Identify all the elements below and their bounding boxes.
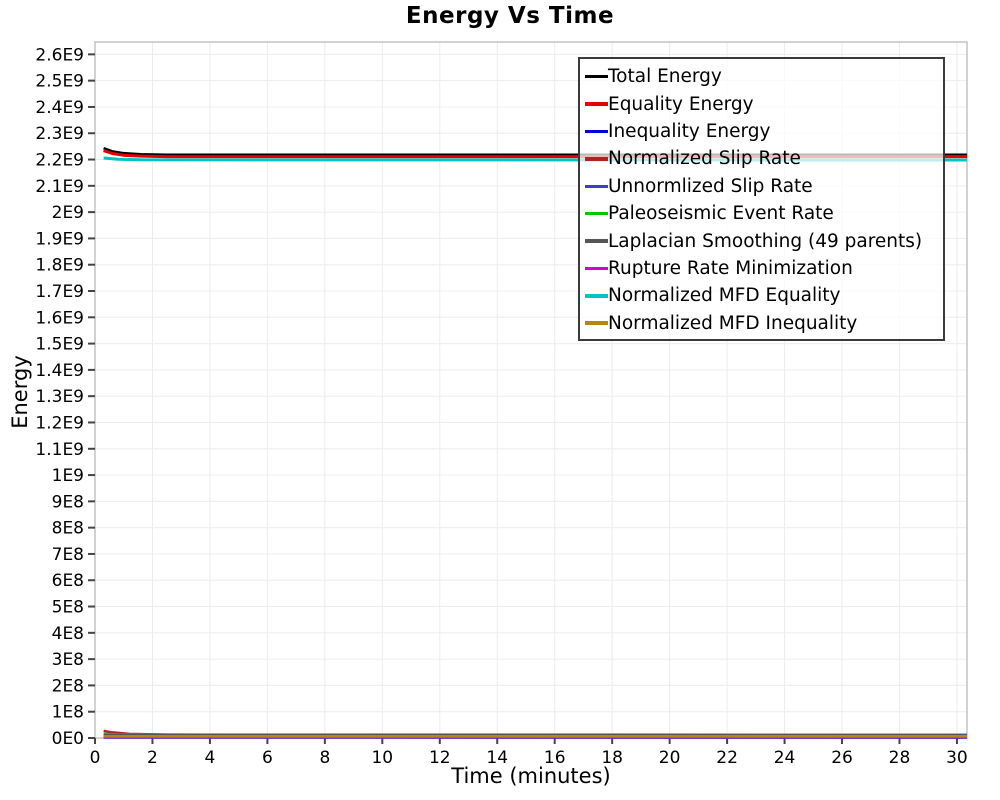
legend-swatch xyxy=(585,211,608,216)
legend-item: Inequality Energy xyxy=(585,118,943,145)
x-tick-label: 12 xyxy=(429,748,451,768)
legend-swatch xyxy=(585,294,608,298)
x-tick-label: 8 xyxy=(319,748,330,768)
legend-swatch xyxy=(585,239,608,243)
legend-label: Unnormlized Slip Rate xyxy=(608,175,813,197)
series-line xyxy=(103,156,968,162)
legend-label: Paleoseismic Event Rate xyxy=(608,203,834,225)
legend-swatch xyxy=(585,184,608,188)
legend-item: Equality Energy xyxy=(585,90,943,117)
legend-label: Normalized MFD Inequality xyxy=(608,312,858,334)
legend-item: Normalized MFD Inequality xyxy=(585,310,943,337)
y-tick-label: 2E8 xyxy=(52,676,84,696)
y-tick-label: 0E0 xyxy=(52,729,84,749)
legend-label: Normalized Slip Rate xyxy=(608,148,801,170)
legend: Total Energy Equality Energy Inequality En… xyxy=(578,57,945,341)
series-line xyxy=(103,149,967,159)
y-tick-label: 1.7E9 xyxy=(35,282,84,302)
x-tick-label: 14 xyxy=(486,748,508,768)
y-tick-label: 1.4E9 xyxy=(35,361,84,381)
x-tick-label: 2 xyxy=(147,748,158,768)
y-tick-label: 8E8 xyxy=(52,519,84,539)
legend-item: Normalized MFD Equality xyxy=(585,282,943,309)
y-tick-label: 2.4E9 xyxy=(35,98,84,118)
y-tick-label: 2.2E9 xyxy=(35,151,84,171)
y-tick-label: 1.6E9 xyxy=(35,308,84,328)
x-axis-title: Time (minutes) xyxy=(451,764,611,788)
y-tick-label: 2.6E9 xyxy=(35,45,84,65)
legend-swatch xyxy=(585,129,608,134)
y-tick-label: 1.9E9 xyxy=(35,229,84,249)
legend-swatch xyxy=(585,157,608,161)
legend-item: Rupture Rate Minimization xyxy=(585,255,943,282)
x-tick-label: 6 xyxy=(262,748,273,768)
legend-item: Total Energy xyxy=(585,63,943,90)
y-tick-label: 1.5E9 xyxy=(35,335,84,355)
y-tick-label: 2.3E9 xyxy=(35,124,84,144)
x-tick-label: 18 xyxy=(601,748,623,768)
y-tick-label: 1.3E9 xyxy=(35,387,84,407)
y-tick-label: 1.1E9 xyxy=(35,440,84,460)
x-tick-label: 0 xyxy=(90,748,101,768)
legend-label: Total Energy xyxy=(608,66,722,88)
legend-swatch xyxy=(585,321,608,325)
legend-label: Rupture Rate Minimization xyxy=(608,257,853,279)
y-tick-label: 1E8 xyxy=(52,703,84,723)
x-tick-label: 20 xyxy=(659,748,681,768)
y-tick-label: 5E8 xyxy=(52,598,84,618)
y-tick-label: 2E9 xyxy=(52,203,84,223)
y-tick-label: 1.2E9 xyxy=(35,413,84,433)
legend-label: Inequality Energy xyxy=(608,120,771,142)
y-axis-title: Energy xyxy=(8,355,32,429)
legend-item: Paleoseismic Event Rate xyxy=(585,200,943,227)
x-tick-label: 22 xyxy=(716,748,738,768)
legend-item: Normalized Slip Rate xyxy=(585,145,943,172)
legend-label: Equality Energy xyxy=(608,93,754,115)
legend-item: Unnormlized Slip Rate xyxy=(585,173,943,200)
x-tick-label: 26 xyxy=(831,748,853,768)
legend-label: Normalized MFD Equality xyxy=(608,285,841,307)
legend-swatch xyxy=(585,102,608,106)
y-tick-label: 2.5E9 xyxy=(35,72,84,92)
series-line xyxy=(103,147,967,157)
y-tick-label: 1E9 xyxy=(52,466,84,486)
x-tick-label: 24 xyxy=(774,748,796,768)
y-tick-label: 9E8 xyxy=(52,492,84,512)
x-tick-label: 4 xyxy=(205,748,216,768)
chart-title: Energy Vs Time xyxy=(405,3,615,29)
legend-item: Laplacian Smoothing (49 parents) xyxy=(585,227,943,254)
y-tick-label: 2.1E9 xyxy=(35,177,84,197)
legend-swatch xyxy=(585,266,608,271)
y-tick-label: 3E8 xyxy=(52,650,84,670)
x-tick-label: 28 xyxy=(889,748,911,768)
y-tick-label: 1.8E9 xyxy=(35,256,84,276)
legend-label: Laplacian Smoothing (49 parents) xyxy=(608,230,923,252)
x-tick-label: 10 xyxy=(371,748,393,768)
x-tick-label: 30 xyxy=(946,748,968,768)
x-tick-label: 16 xyxy=(544,748,566,768)
y-tick-label: 4E8 xyxy=(52,624,84,644)
y-tick-label: 6E8 xyxy=(52,571,84,591)
y-tick-label: 7E8 xyxy=(52,545,84,565)
legend-swatch xyxy=(585,74,608,79)
